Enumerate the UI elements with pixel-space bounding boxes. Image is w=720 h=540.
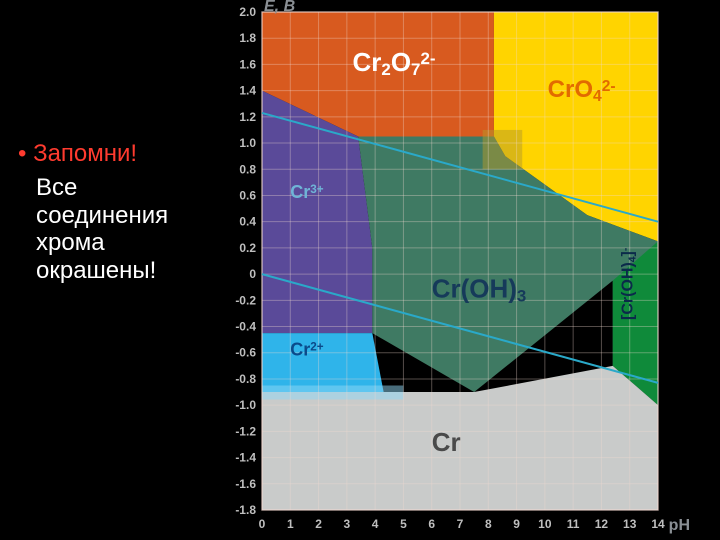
ytick: 1.0 <box>239 136 256 150</box>
xtick: 10 <box>538 517 552 531</box>
ytick: 1.8 <box>239 31 256 45</box>
ytick: 0.2 <box>239 241 256 255</box>
xtick: 7 <box>457 517 464 531</box>
xtick: 6 <box>428 517 435 531</box>
headline: Запомни! <box>18 140 198 168</box>
ytick: 0.8 <box>239 162 256 176</box>
region-label: Cr(OH)3 <box>432 274 527 306</box>
xtick: 3 <box>344 517 351 531</box>
ytick: 1.6 <box>239 57 256 71</box>
ytick: -1.6 <box>235 477 256 491</box>
ytick: -0.4 <box>235 320 256 334</box>
ytick: -1.8 <box>235 503 256 517</box>
xtick: 5 <box>400 517 407 531</box>
ytick: -0.8 <box>235 372 256 386</box>
xtick: 11 <box>567 517 580 531</box>
ytick: -1.0 <box>235 398 256 412</box>
ytick: -1.2 <box>235 424 256 438</box>
xtick: 13 <box>623 517 637 531</box>
xtick: 4 <box>372 517 379 531</box>
ytick: 0.6 <box>239 188 256 202</box>
xtick: 14 <box>651 517 665 531</box>
ytick: -1.4 <box>235 451 256 465</box>
region-label: Cr <box>432 427 461 457</box>
xtick: 8 <box>485 517 492 531</box>
ytick: 2.0 <box>239 5 256 19</box>
ytick: 1.2 <box>239 110 256 124</box>
xtick: 2 <box>315 517 322 531</box>
xtick: 12 <box>595 517 609 531</box>
ytick: -0.6 <box>235 346 256 360</box>
ytick: 1.4 <box>239 84 256 98</box>
xtick: 0 <box>259 517 266 531</box>
ytick: -0.2 <box>235 293 256 307</box>
xtick: 9 <box>513 517 520 531</box>
sidebar-text: Запомни! Все соединения хрома окрашены! <box>18 140 198 284</box>
ytick: 0 <box>249 267 256 281</box>
ytick: 0.4 <box>239 215 256 229</box>
x-axis-title: pH <box>669 517 690 534</box>
y-axis-title: E, В <box>264 0 295 15</box>
xtick: 1 <box>287 517 294 531</box>
pourbaix-diagram: 2.0 1.8 1.6 1.4 1.2 1.0 0.8 0.6 0.4 0.2 0 -0.2 -0.4 -… <box>214 0 694 540</box>
body-text: Все соединения хрома окрашены! <box>36 174 198 284</box>
